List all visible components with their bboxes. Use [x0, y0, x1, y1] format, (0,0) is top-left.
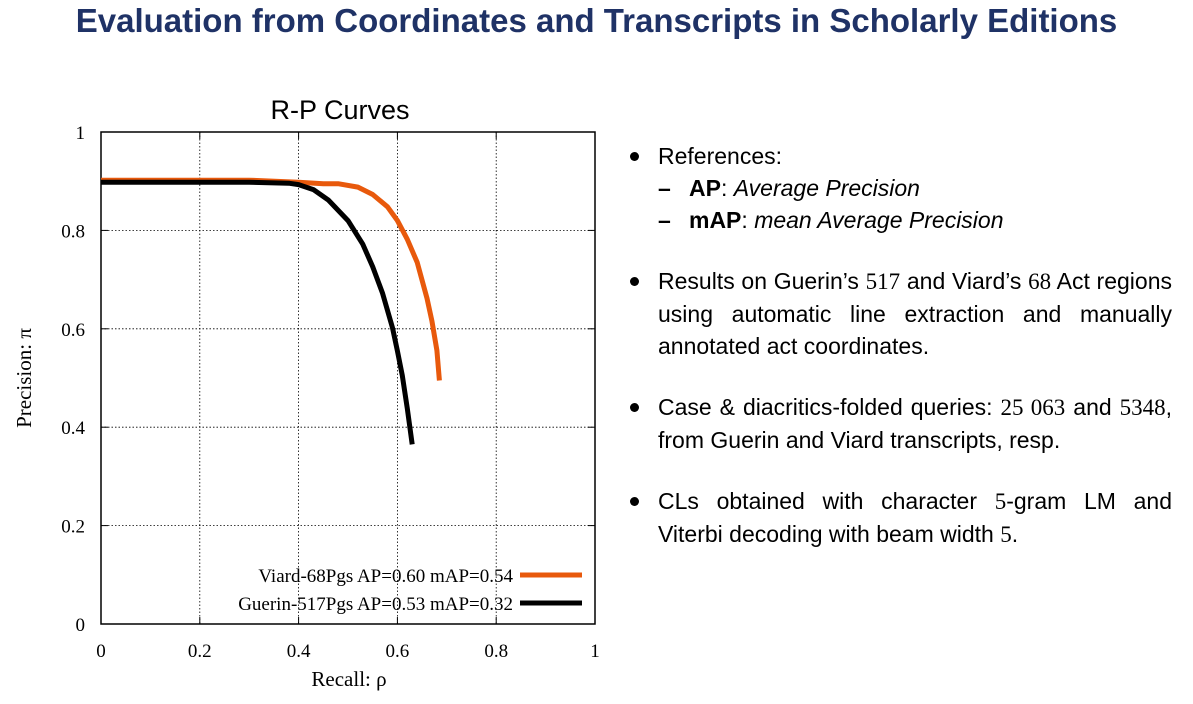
bullet-text: Case & diacritics-folded queries: [658, 394, 1001, 420]
bullet-text: CLs obtained with character [658, 488, 995, 514]
dash-icon: – [658, 207, 671, 233]
number: 5 [994, 489, 1007, 514]
map-separator: : [741, 207, 755, 233]
y-tick-label: 0.4 [61, 418, 85, 439]
dash-icon: – [658, 175, 671, 201]
y-tick-label: 0.8 [61, 221, 85, 242]
number: 517 [865, 269, 901, 294]
series-line-0 [101, 177, 442, 381]
number: 5 [1000, 522, 1012, 547]
bullet-dot [630, 277, 639, 286]
number: 5348 [1119, 395, 1166, 420]
legend-label: Guerin-517Pgs AP=0.53 mAP=0.32 [238, 594, 513, 615]
bullet-results: Results on Guerin’s 517 and Viard’s 68 A… [627, 265, 1172, 362]
rp-curves-chart: R-P Curves 0 0.2 0.4 0.6 0.8 100.20.40.60.81 … [12, 95, 600, 691]
sub-item-ap: – AP: Average Precision [658, 172, 1172, 204]
bullet-text: Act regions using automatic line extract… [658, 268, 1172, 359]
bullet-list: References: – AP: Average Precision – mA… [627, 140, 1172, 580]
x-axis-label: Recall: ρ [311, 667, 386, 691]
x-tick-label: 0.6 [386, 641, 410, 662]
chart-grid [101, 132, 595, 624]
bullet-dot [630, 403, 639, 412]
number: 68 [1028, 269, 1052, 294]
bullet-cls: CLs obtained with character 5-gram LM an… [627, 485, 1172, 551]
bullet-text: References: [658, 143, 783, 169]
y-tick-label: 0.2 [61, 517, 85, 538]
bullet-references: References: – AP: Average Precision – mA… [627, 140, 1172, 236]
x-tick-label: 0.2 [188, 641, 212, 662]
sub-item-map: – mAP: mean Average Precision [658, 204, 1172, 236]
map-definition: mean Average Precision [754, 207, 1004, 233]
x-tick-label: 0.8 [484, 641, 508, 662]
bullet-text: -gram LM and Viterbi decoding with beam … [658, 488, 1172, 547]
chart-legend: Viard-68Pgs AP=0.60 mAP=0.54 Guerin-517Pg… [238, 566, 582, 615]
bullet-text: . [1011, 521, 1019, 547]
ap-definition: Average Precision [733, 175, 920, 201]
bullet-text: and [1065, 394, 1120, 420]
slide-title: Evaluation from Coordinates and Transcri… [75, 2, 1118, 39]
y-tick-label: 0 [76, 615, 86, 636]
chart-ticks: 0 0.2 0.4 0.6 0.8 1 0 0.2 0.4 0.6 0.8 1 [61, 123, 600, 662]
x-tick-label: 0.4 [287, 641, 311, 662]
plot-frame [100, 131, 596, 625]
bullet-text: , from Guerin and Viard transcripts, res… [658, 394, 1172, 453]
x-tick-label: 1 [590, 641, 600, 662]
bullet-queries: Case & diacritics-folded queries: 25 063… [627, 391, 1172, 456]
chart-title: R-P Curves [270, 95, 409, 125]
map-term: mAP [689, 207, 742, 233]
ap-term: AP [689, 175, 721, 201]
y-tick-label: 1 [76, 123, 86, 144]
bullet-text: and Viard’s [900, 268, 1029, 294]
y-axis-label: Precision: π [12, 328, 36, 428]
x-tick-label: 0 [96, 641, 106, 662]
ap-separator: : [720, 175, 734, 201]
series-line-1 [101, 179, 415, 445]
number: 25 063 [1000, 395, 1066, 420]
chart-series [101, 177, 442, 445]
bullet-dot [630, 497, 639, 506]
bullet-text: Results on Guerin’s [658, 268, 866, 294]
bullet-dot [630, 152, 639, 161]
y-tick-label: 0.6 [61, 320, 85, 341]
legend-label: Viard-68Pgs AP=0.60 mAP=0.54 [258, 566, 513, 587]
